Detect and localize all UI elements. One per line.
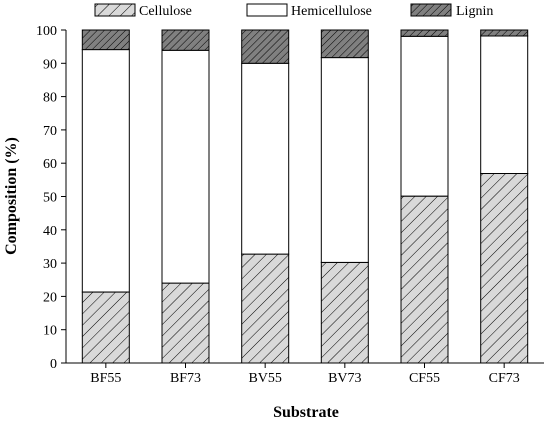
bar-cellulose-bv55 <box>241 253 290 364</box>
legend-swatch-lignin <box>410 3 452 17</box>
x-tick-label: BV73 <box>328 371 361 386</box>
bar-cellulose-bv73 <box>320 261 369 364</box>
y-tick-label: 40 <box>43 224 57 239</box>
y-axis-label: Composition (%) <box>3 137 20 255</box>
y-tick-label: 50 <box>43 191 57 206</box>
x-tick-label: CF55 <box>409 371 440 386</box>
y-tick-label: 20 <box>43 290 57 305</box>
x-tick-label: BF73 <box>170 371 201 386</box>
x-tick-label: CF73 <box>489 371 520 386</box>
y-tick-label: 90 <box>43 57 57 72</box>
x-tick-label: BF55 <box>90 371 121 386</box>
bar-lignin-bf55 <box>81 29 130 51</box>
bar-hemicellulose-bf73 <box>161 49 210 284</box>
bar-hemicellulose-cf73 <box>480 35 529 174</box>
bar-lignin-bv73 <box>320 29 369 59</box>
legend-item-lignin: Lignin <box>410 3 493 19</box>
y-tick-label: 10 <box>43 324 57 339</box>
plot-area: BF55 BF73 BV55 BV73 CF55 CF73 0 10 20 30 40 50 60 70 8… <box>36 24 544 386</box>
legend-swatch-hemicellulose <box>246 3 288 17</box>
bar-cellulose-bf55 <box>81 291 130 364</box>
bar-hemicellulose-bf55 <box>81 49 130 293</box>
legend-swatch-cellulose <box>94 3 136 17</box>
x-axis-label: Substrate <box>273 404 339 421</box>
y-tick-label: 80 <box>43 91 57 106</box>
y-tick-label: 0 <box>50 357 57 372</box>
bar-lignin-bf73 <box>161 29 210 51</box>
bar-hemicellulose-cf55 <box>400 35 449 197</box>
legend: Cellulose Hemicellulose Lignin <box>94 3 493 19</box>
bar-lignin-cf73 <box>480 29 529 37</box>
y-tick-label: 30 <box>43 257 57 272</box>
y-tick-label: 100 <box>36 24 57 39</box>
bar-cellulose-cf55 <box>400 195 449 364</box>
legend-item-hemicellulose: Hemicellulose <box>246 3 372 19</box>
y-tick-label: 60 <box>43 157 57 172</box>
legend-label-lignin: Lignin <box>456 4 493 19</box>
x-tick-label: BV55 <box>248 371 281 386</box>
bar-lignin-cf55 <box>400 29 449 37</box>
y-tick-label: 70 <box>43 124 57 139</box>
bar-cellulose-bf73 <box>161 282 210 364</box>
bar-hemicellulose-bv55 <box>241 62 290 255</box>
bar-cellulose-cf73 <box>480 173 529 364</box>
legend-label-cellulose: Cellulose <box>139 4 192 19</box>
bar-hemicellulose-bv73 <box>320 57 369 263</box>
legend-label-hemicellulose: Hemicellulose <box>291 4 372 19</box>
legend-item-cellulose: Cellulose <box>94 3 192 19</box>
bar-lignin-bv55 <box>241 29 290 64</box>
